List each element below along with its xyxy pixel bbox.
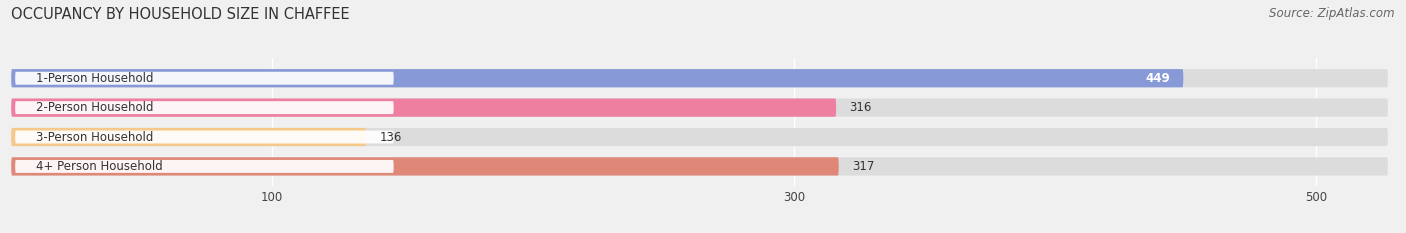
- FancyBboxPatch shape: [15, 130, 394, 144]
- FancyBboxPatch shape: [11, 99, 1388, 117]
- FancyBboxPatch shape: [11, 157, 1388, 175]
- Text: Source: ZipAtlas.com: Source: ZipAtlas.com: [1270, 7, 1395, 20]
- FancyBboxPatch shape: [11, 69, 1184, 87]
- Text: 317: 317: [852, 160, 875, 173]
- FancyBboxPatch shape: [11, 99, 837, 117]
- FancyBboxPatch shape: [15, 72, 394, 85]
- FancyBboxPatch shape: [15, 101, 394, 114]
- FancyBboxPatch shape: [11, 128, 1388, 146]
- Text: 3-Person Household: 3-Person Household: [37, 130, 153, 144]
- Text: 1-Person Household: 1-Person Household: [37, 72, 153, 85]
- Text: 4+ Person Household: 4+ Person Household: [37, 160, 163, 173]
- FancyBboxPatch shape: [11, 157, 839, 175]
- Text: 2-Person Household: 2-Person Household: [37, 101, 153, 114]
- FancyBboxPatch shape: [11, 69, 1388, 87]
- FancyBboxPatch shape: [11, 128, 366, 146]
- Text: 316: 316: [849, 101, 872, 114]
- Text: 449: 449: [1146, 72, 1170, 85]
- FancyBboxPatch shape: [15, 160, 394, 173]
- Text: 136: 136: [380, 130, 402, 144]
- Text: OCCUPANCY BY HOUSEHOLD SIZE IN CHAFFEE: OCCUPANCY BY HOUSEHOLD SIZE IN CHAFFEE: [11, 7, 350, 22]
